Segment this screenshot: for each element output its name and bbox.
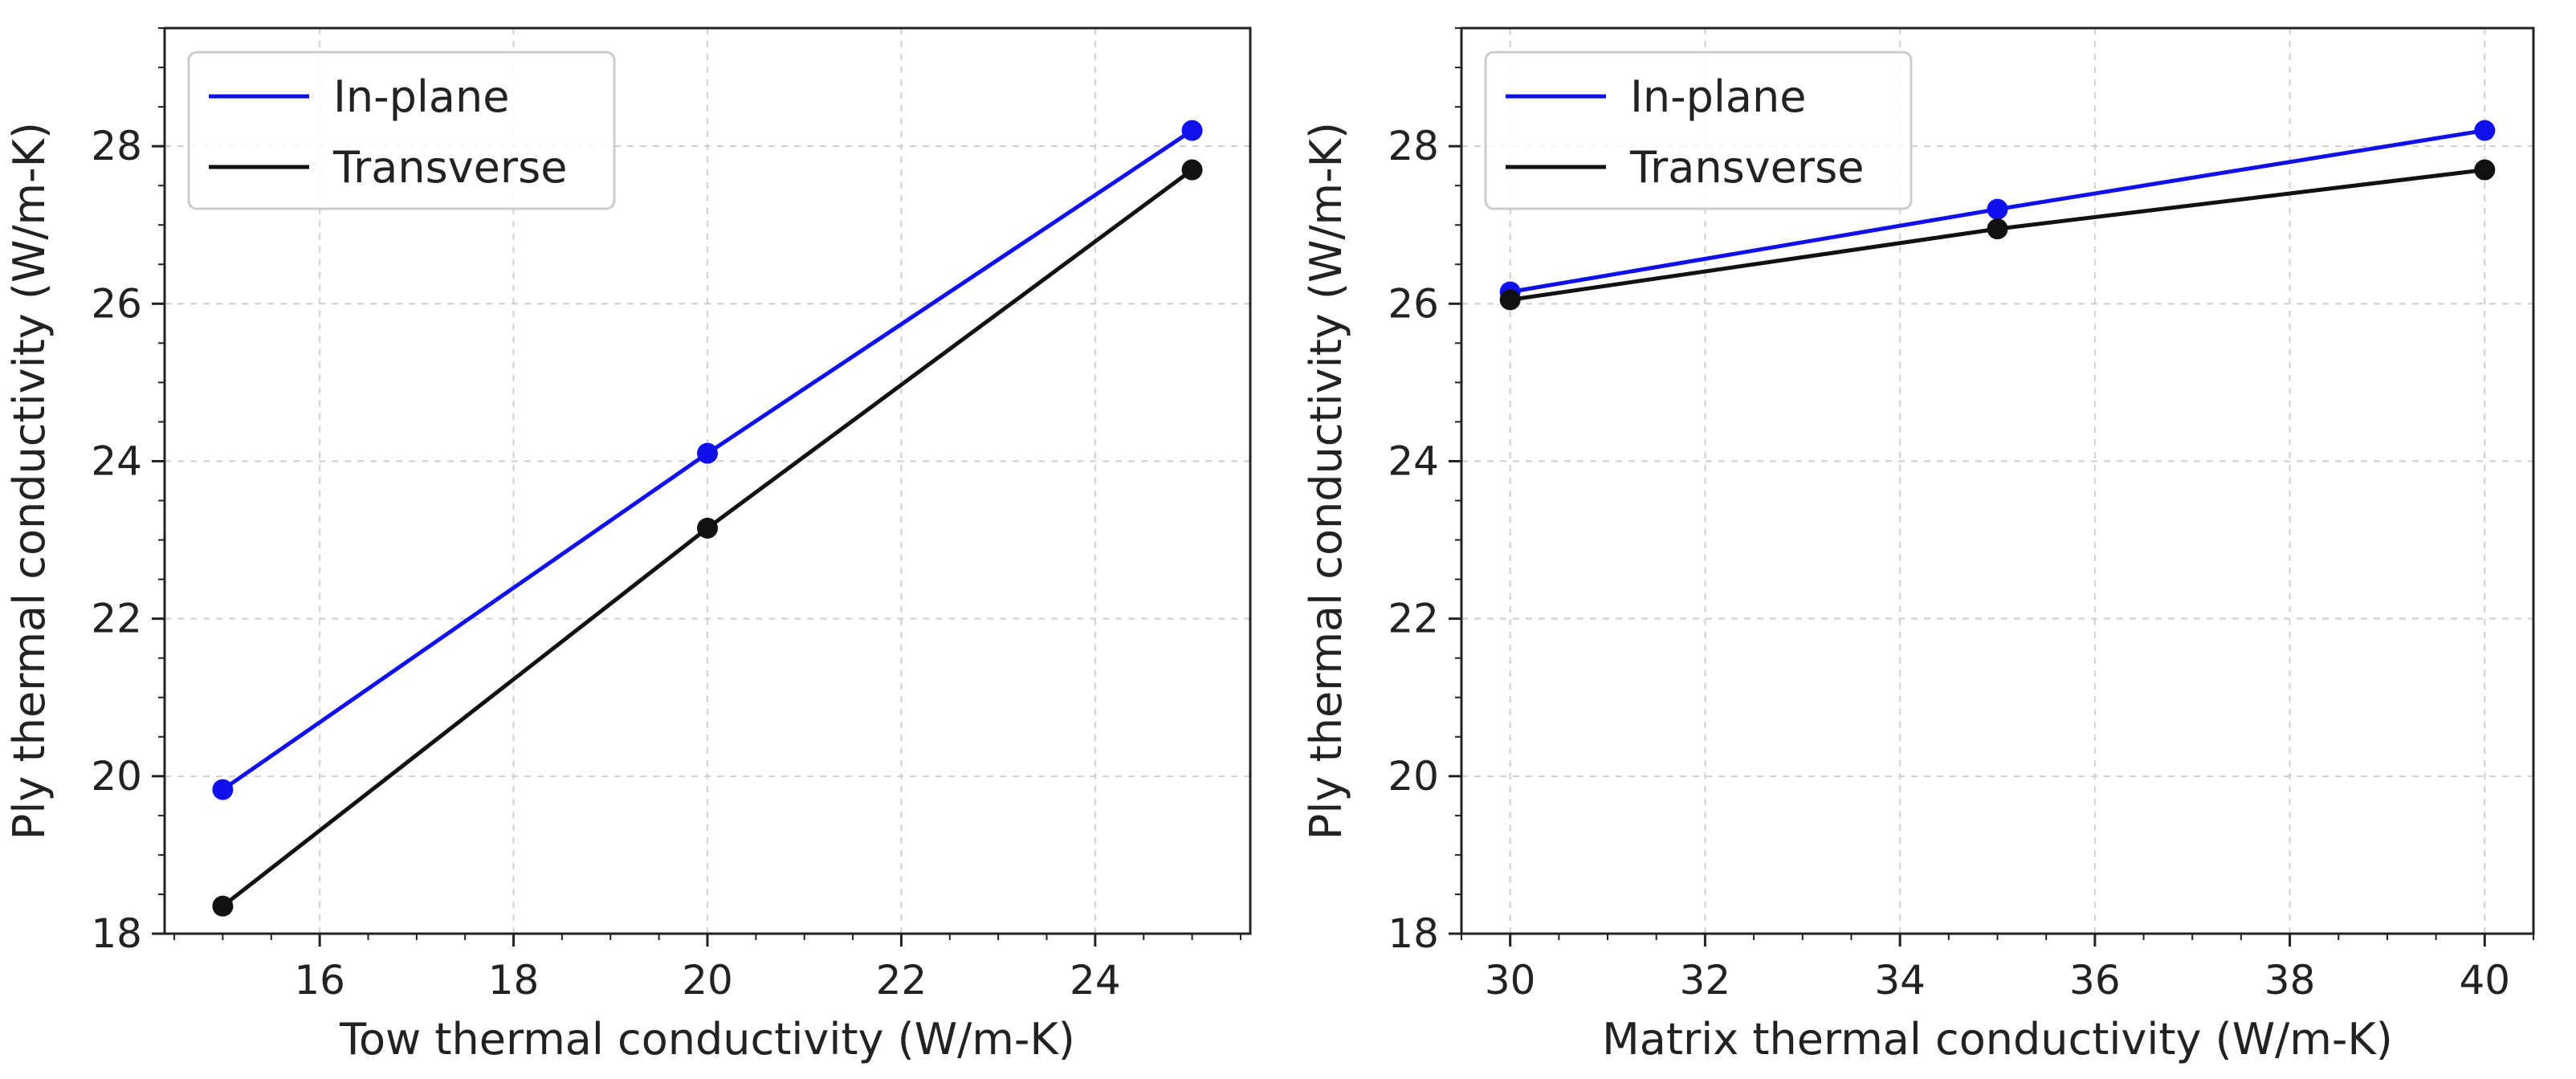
- data-point: [212, 895, 234, 917]
- data-point: [697, 517, 718, 539]
- y-tick-label: 20: [1388, 753, 1439, 800]
- y-tick-label: 22: [91, 596, 142, 642]
- y-tick-label: 18: [1388, 910, 1439, 957]
- y-tick-label: 22: [1388, 596, 1439, 642]
- y-axis-label: Ply thermal conductivity (W/m-K): [1301, 122, 1351, 840]
- data-point: [697, 442, 718, 464]
- x-tick-label: 32: [1680, 957, 1731, 1004]
- data-point: [1181, 159, 1203, 181]
- legend-label: In-plane: [1630, 71, 1806, 122]
- x-axis-label: Tow thermal conductivity (W/m-K): [339, 1014, 1075, 1065]
- legend-label: Transverse: [1629, 142, 1864, 193]
- plot-frame: [1460, 26, 2535, 935]
- x-tick-label: 30: [1485, 957, 1536, 1004]
- plot-frame: [163, 26, 1252, 935]
- data-point: [1987, 218, 2008, 240]
- data-point: [1987, 198, 2008, 220]
- data-point: [1499, 289, 1521, 311]
- data-point: [1181, 120, 1203, 141]
- x-tick-label: 22: [876, 957, 927, 1004]
- y-tick-label: 26: [1388, 280, 1439, 327]
- legend-box: [187, 51, 616, 210]
- y-tick-label: 24: [91, 438, 142, 484]
- x-tick-label: 24: [1070, 957, 1121, 1004]
- data-point: [2474, 120, 2496, 141]
- legend-box: [1484, 51, 1913, 210]
- y-tick-label: 28: [91, 123, 142, 169]
- x-tick-label: 20: [682, 957, 733, 1004]
- y-tick-label: 20: [91, 753, 142, 800]
- data-point: [2474, 159, 2496, 181]
- chart-panel-1: 16 18 20 22 24 18 20 22 24 26 28 Tow thermal conduc…: [4, 26, 1252, 1065]
- y-tick-label: 26: [91, 280, 142, 327]
- legend-label: In-plane: [333, 71, 509, 122]
- x-tick-label: 34: [1874, 957, 1926, 1004]
- legend-label: Transverse: [332, 142, 567, 193]
- y-tick-label: 28: [1388, 123, 1439, 169]
- y-tick-label: 24: [1388, 438, 1439, 484]
- y-tick-label: 18: [91, 910, 142, 957]
- x-tick-label: 38: [2264, 957, 2316, 1004]
- x-tick-label: 40: [2460, 957, 2511, 1004]
- x-tick-label: 18: [488, 957, 540, 1004]
- data-point: [212, 779, 234, 800]
- x-tick-label: 36: [2069, 957, 2121, 1004]
- x-axis-label: Matrix thermal conductivity (W/m-K): [1602, 1014, 2393, 1065]
- x-tick-label: 16: [294, 957, 345, 1004]
- y-axis-label: Ply thermal conductivity (W/m-K): [4, 122, 55, 840]
- chart-panel-2: 30 32 34 36 38 40 18 20 22 24 26 28 Matrix thermal c…: [1301, 26, 2535, 1065]
